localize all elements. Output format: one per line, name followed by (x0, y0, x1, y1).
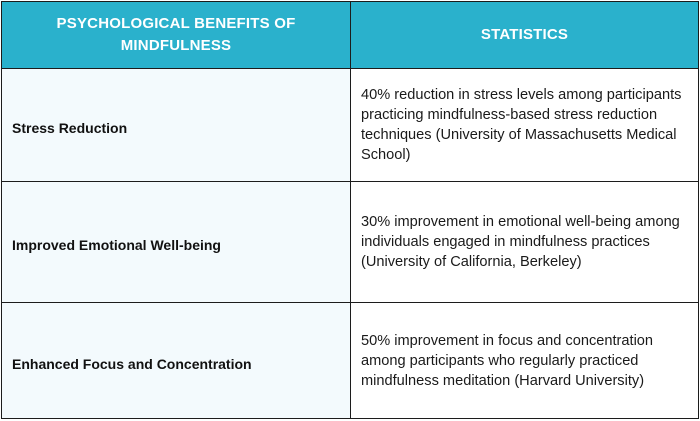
statistic-text: 50% improvement in focus and concentrati… (361, 332, 654, 389)
header-benefits: PSYCHOLOGICAL BENEFITS OF MINDFULNESS (2, 2, 351, 69)
statistic-text: 40% reduction in stress levels among par… (361, 87, 682, 163)
table-row-3-benefit: Enhanced Focus and Concentration (2, 303, 351, 418)
table-row-1-benefit: Stress Reduction (2, 69, 351, 182)
header-benefits-label: PSYCHOLOGICAL BENEFITS OF MINDFULNESS (56, 15, 296, 54)
header-statistics: STATISTICS (351, 2, 698, 69)
benefit-label: Stress Reduction (12, 120, 128, 136)
benefit-label: Enhanced Focus and Concentration (12, 355, 252, 372)
table-row-2-benefit: Improved Emotional Well-being (2, 182, 351, 303)
table-row-2-statistic: 30% improvement in emotional well-being … (351, 182, 698, 303)
table-row-1-statistic: 40% reduction in stress levels among par… (351, 69, 698, 182)
table-row-3-statistic: 50% improvement in focus and concentrati… (351, 303, 698, 418)
header-statistics-label: STATISTICS (480, 26, 569, 43)
statistic-text: 30% improvement in emotional well-being … (361, 214, 680, 270)
benefit-label: Improved Emotional Well-being (12, 237, 221, 253)
